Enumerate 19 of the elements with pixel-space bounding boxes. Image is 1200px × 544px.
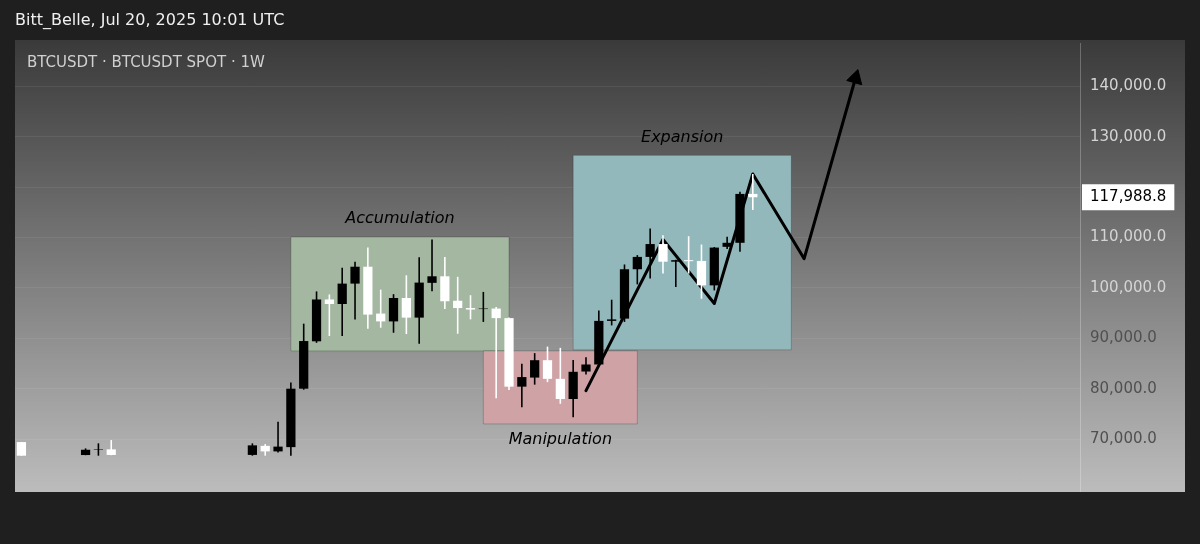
y-tick-label: 140,000.0 [1090, 76, 1167, 95]
text: BTCUSDT · BTCUSDT SPOT · 1W [27, 53, 265, 71]
y-tick-label: 110,000.0 [1090, 227, 1167, 246]
band-label: Expansion [641, 126, 724, 146]
band-label: Manipulation [508, 429, 613, 449]
candlestick [465, 294, 476, 321]
y-tick-label: 100,000.0 [1090, 277, 1167, 296]
text: 117,988.8 [1090, 187, 1167, 206]
y-tick-label: 70,000.0 [1090, 428, 1157, 447]
chart-subtitle: Bitt_Belle, Jul 20, 2025 10:01 UTC [15, 10, 285, 29]
y-tick-label: 90,000.0 [1090, 328, 1157, 347]
band-label: Accumulation [344, 208, 455, 228]
candlestick [427, 238, 437, 292]
y-tick-label: 80,000.0 [1090, 378, 1157, 397]
candlestick [607, 298, 617, 327]
candlestick [581, 356, 591, 376]
candlestick [324, 293, 334, 337]
candlestick [671, 258, 681, 288]
y-tick-label: 130,000.0 [1090, 126, 1167, 145]
